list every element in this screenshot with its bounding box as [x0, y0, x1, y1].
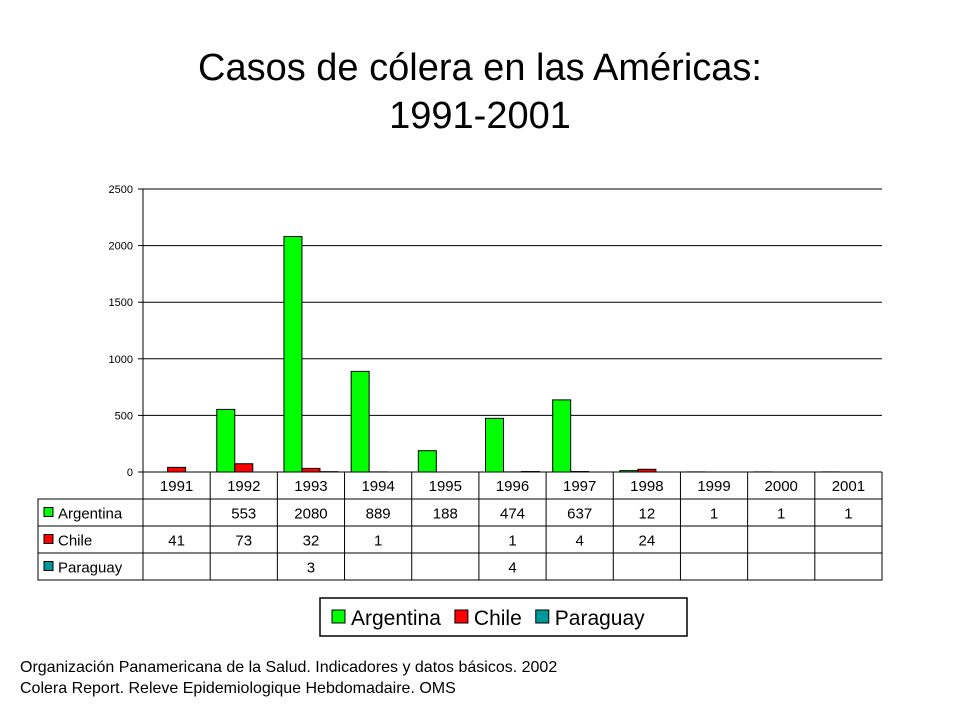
bar-argentina-1994 [350, 370, 370, 473]
table-legend-swatch-argentina [43, 507, 54, 517]
table-value-argentina: 1 [777, 506, 785, 523]
y-tick-label: 0 [127, 467, 133, 479]
table-series-label: Argentina [58, 506, 123, 523]
source-line-2: Colera Report. Releve Epidemiologique He… [20, 680, 456, 697]
table-value-argentina: 553 [231, 506, 256, 523]
legend-swatch-paraguay [535, 609, 550, 624]
table-value-argentina: 12 [639, 506, 656, 523]
bar-chile-1992 [234, 463, 254, 473]
source-line-1: Organización Panamericana de la Salud. I… [20, 659, 558, 676]
y-tick-label: 500 [115, 410, 133, 422]
bar-argentina-1996 [485, 417, 504, 473]
table-year-label: 1992 [227, 478, 260, 495]
table-value-argentina: 188 [433, 506, 458, 523]
table-year-label: 1991 [160, 478, 193, 495]
y-tick-label: 1500 [109, 297, 133, 309]
y-tick-label: 1000 [109, 354, 133, 366]
chart-title: Casos de cólera en las Américas: 1991-20… [0, 44, 960, 140]
table-year-label: 2000 [765, 478, 798, 495]
y-tick-label: 2000 [109, 241, 133, 253]
table-value-chile: 32 [303, 533, 320, 550]
bar-chile-1998 [637, 468, 657, 473]
legend-swatch-argentina [331, 609, 346, 624]
table-value-argentina: 637 [567, 506, 592, 523]
table-year-label: 1998 [630, 478, 663, 495]
table-value-paraguay: 4 [508, 560, 516, 577]
bar-argentina-1997 [552, 399, 572, 473]
table-year-label: 1995 [429, 478, 462, 495]
legend-box [319, 597, 688, 637]
chart-title-line2: 1991-2001 [389, 95, 571, 137]
chart-title-line1: Casos de cólera en las Américas: [198, 47, 762, 89]
table-body-border [37, 498, 883, 581]
legend-label-chile: Chile [474, 607, 522, 630]
table-series-label: Paraguay [58, 560, 123, 577]
table-value-chile: 1 [508, 533, 516, 550]
table-value-chile: 24 [639, 533, 656, 550]
table-year-label: 2001 [832, 478, 865, 495]
table-value-chile: 1 [374, 533, 382, 550]
legend-swatch-chile [454, 609, 469, 624]
table-value-argentina: 2080 [294, 506, 327, 523]
table-year-label: 1994 [361, 478, 394, 495]
table-year-label: 1996 [496, 478, 529, 495]
table-legend-swatch-chile [43, 534, 54, 544]
table-year-label: 1997 [563, 478, 596, 495]
bar-chile-1993 [301, 467, 321, 473]
table-legend-swatch-paraguay [43, 561, 54, 571]
table-series-label: Chile [58, 533, 92, 550]
legend-label-argentina: Argentina [351, 607, 441, 630]
table-value-chile: 73 [235, 533, 252, 550]
table-value-argentina: 1 [710, 506, 718, 523]
table-value-paraguay: 3 [307, 560, 315, 577]
table-year-label: 1999 [697, 478, 730, 495]
table-value-argentina: 474 [500, 506, 525, 523]
table-value-chile: 41 [168, 533, 185, 550]
bar-chile-1991 [167, 466, 187, 473]
bar-argentina-1998 [619, 470, 639, 473]
source-notes: Organización Panamericana de la Salud. I… [20, 657, 557, 699]
bar-argentina-1995 [417, 450, 437, 473]
legend-label-paraguay: Paraguay [555, 607, 645, 630]
table-value-chile: 4 [576, 533, 584, 550]
y-tick-label: 2500 [109, 184, 133, 196]
bar-argentina-1993 [283, 236, 303, 473]
table-year-label: 1993 [294, 478, 327, 495]
bar-argentina-1992 [216, 408, 236, 473]
table-value-argentina: 889 [366, 506, 391, 523]
table-value-argentina: 1 [844, 506, 852, 523]
